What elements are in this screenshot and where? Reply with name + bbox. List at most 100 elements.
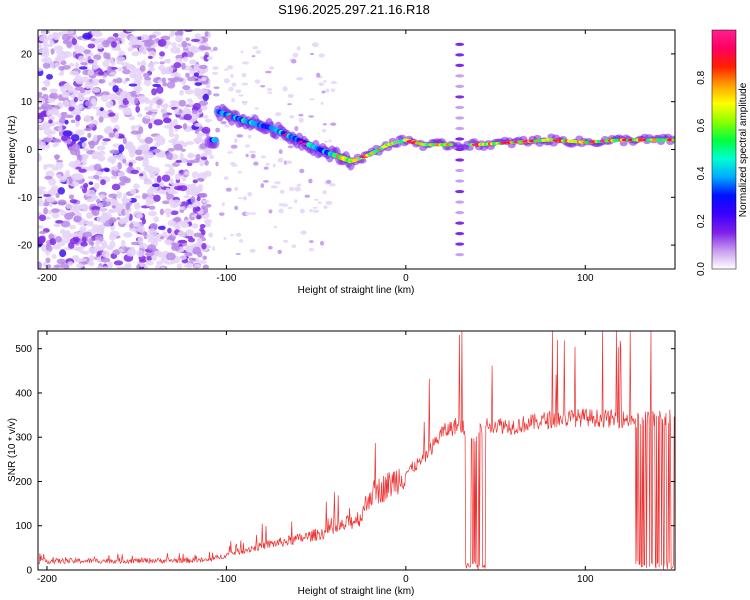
noise-speckle [298,117,304,123]
noise-speckle [252,46,259,50]
colorbar-tick-label: 0.8 [696,70,707,84]
noise-speckle [203,54,210,62]
noise-speckle [61,91,70,98]
noise-speckle [99,194,106,199]
noise-speckle [48,104,53,110]
noise-speckle [215,161,219,167]
noise-speckle [117,171,125,177]
noise-speckle [312,209,320,213]
spectrogram-y-ticks: -20 -10 0 10 20 [18,49,675,252]
noise-speckle [187,98,193,103]
noise-speckle [235,89,242,94]
noise-speckle [296,183,302,187]
noise-speckle [137,225,146,233]
noise-speckle [234,205,239,211]
noise-speckle [82,32,92,40]
noise-speckle [69,233,79,238]
x-tick-label: -200 [37,574,57,585]
noise-speckle [116,190,123,199]
noise-speckle [226,65,234,70]
noise-speckle [75,114,81,122]
noise-speckle [309,52,315,56]
noise-speckle [108,217,117,224]
snr-panel: -200 -100 0 100 0 100 200 300 400 500 Height of … [7,330,676,597]
noise-speckle [50,48,55,55]
noise-speckle [77,258,88,262]
noise-speckle [129,222,134,229]
noise-speckle [227,151,234,154]
noise-speckle [108,209,115,213]
noise-speckle [43,193,52,198]
noise-speckle [152,83,161,88]
noise-speckle [48,119,53,124]
noise-speckle [101,250,110,258]
noise-speckle [202,255,208,261]
noise-speckle [38,188,44,196]
noise-speckle [162,200,170,205]
noise-speckle [94,38,104,44]
noise-speckle [74,159,81,166]
noise-speckle [317,201,322,204]
noise-speckle [325,200,333,206]
noise-speckle [97,71,105,76]
noise-speckle [193,87,202,96]
noise-speckle [202,264,209,269]
noise-speckle [175,159,182,163]
noise-speckle [93,163,102,171]
noise-speckle [82,231,93,238]
noise-speckle [59,229,66,235]
noise-speckle [152,61,160,65]
noise-speckle [113,154,119,159]
column-blob [455,200,465,204]
noise-speckle [175,35,183,43]
noise-speckle [49,238,57,246]
ridge-core [448,143,454,147]
colorbar-gradient [711,29,737,270]
y-tick-label: 0 [26,566,32,577]
noise-speckle [212,246,216,251]
noise-speckle [65,114,74,119]
noise-speckle [117,153,124,161]
noise-speckle [162,82,168,87]
noise-speckle [123,232,133,238]
noise-speckle [181,62,186,70]
noise-speckle [254,79,261,84]
noise-speckle [193,264,202,268]
noise-speckle [168,132,175,138]
noise-speckle [46,73,54,80]
noise-speckle [124,144,131,150]
noise-speckle [237,197,244,200]
noise-speckle [156,99,163,106]
noise-speckle [172,217,181,222]
noise-speckle [111,175,118,180]
noise-speckle [171,199,182,207]
noise-speckle [328,139,332,143]
noise-speckle [68,176,73,185]
noise-speckle [38,97,46,105]
column-blob [455,179,465,183]
noise-speckle [240,50,244,54]
column-blob [455,147,465,152]
noise-speckle [231,97,235,103]
noise-speckle [272,163,276,168]
noise-speckle [86,211,94,219]
noise-speckle [165,152,173,160]
noise-speckle [325,88,330,93]
noise-speckle [122,69,131,75]
noise-speckle [55,162,64,170]
column-blob [455,74,465,78]
noise-speckle [130,144,136,153]
noise-speckle [322,129,327,133]
noise-speckle [251,55,256,58]
noise-speckle [155,264,161,269]
noise-speckle [330,122,337,126]
noise-speckle [294,199,298,204]
noise-speckle [152,31,162,36]
noise-speckle [143,72,150,79]
noise-speckle [73,96,79,103]
noise-speckle [88,247,98,254]
noise-speckle [191,223,199,229]
noise-speckle [87,132,92,139]
noise-speckle [137,145,147,151]
